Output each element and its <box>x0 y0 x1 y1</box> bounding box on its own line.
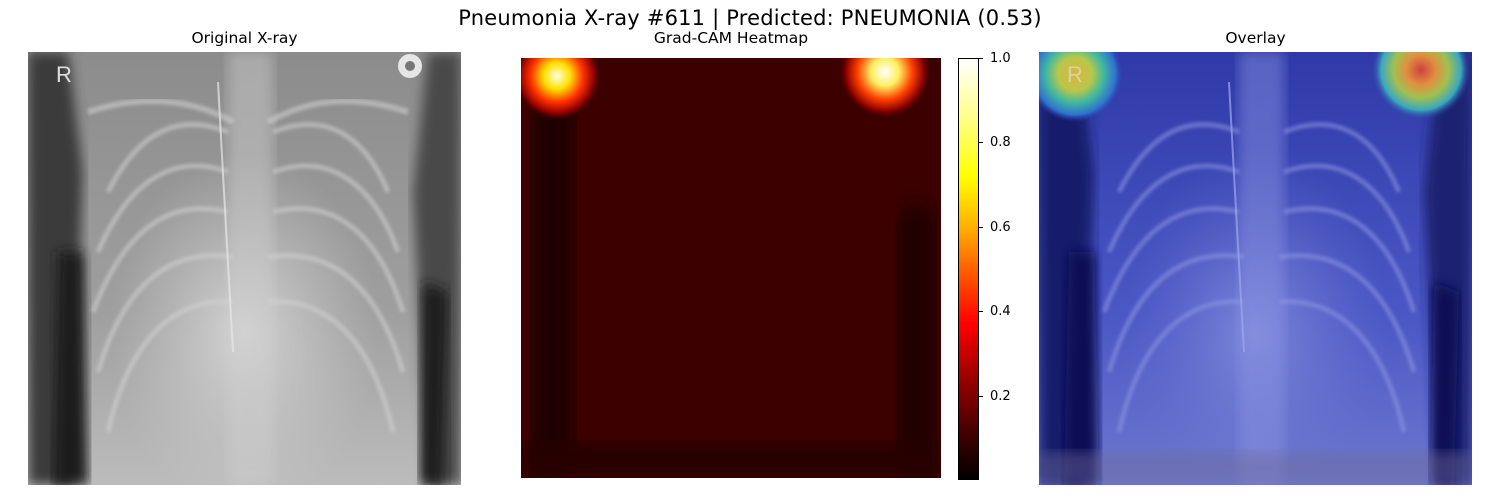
laterality-marker: R <box>56 62 72 87</box>
gradcam-heatmap-title: Grad-CAM Heatmap <box>653 29 809 47</box>
figure-title: Pneumonia X-ray #611 | Predicted: PNEUMO… <box>458 6 1042 30</box>
gradcam-heatmap-image <box>521 58 941 478</box>
colorbar <box>958 58 979 480</box>
laterality-marker: R <box>1067 62 1083 87</box>
original-xray-title: Original X-ray <box>191 29 298 47</box>
colorbar-ticks: 0.2 0.4 0.6 0.8 1.0 <box>979 51 1039 480</box>
original-xray-image: R <box>28 52 461 485</box>
overlay-title: Overlay <box>1225 29 1286 47</box>
overlay-image: R <box>1039 52 1472 485</box>
